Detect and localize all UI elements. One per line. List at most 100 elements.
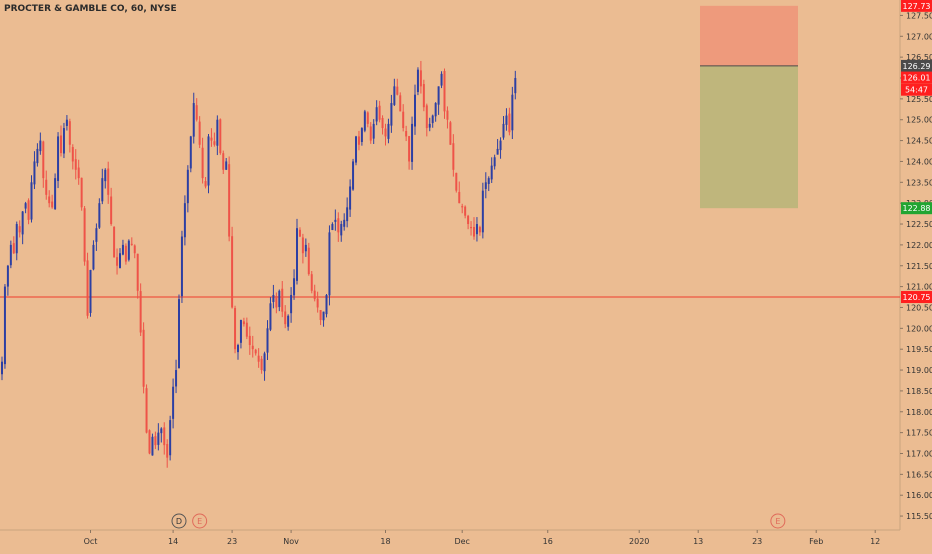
candle-body xyxy=(145,388,148,433)
candle-body xyxy=(428,123,431,128)
candle-body xyxy=(422,84,425,108)
candle-body xyxy=(160,428,163,434)
y-tick-label: 121.00 xyxy=(906,283,932,292)
stop-loss-zone[interactable] xyxy=(700,5,798,66)
candle-body xyxy=(60,135,62,154)
x-tick-label: 16 xyxy=(543,537,553,546)
x-tick-label: 12 xyxy=(870,537,880,546)
candle-body xyxy=(464,206,467,216)
candle-body xyxy=(301,237,304,254)
candle-body xyxy=(369,126,372,141)
candle-body xyxy=(254,349,257,354)
candle-body xyxy=(440,73,443,86)
candle-body xyxy=(287,315,290,327)
candle-body xyxy=(21,211,24,235)
price-label-box xyxy=(901,202,932,215)
candle-body xyxy=(110,196,113,225)
y-tick-label: 125.00 xyxy=(906,116,932,125)
candle-body xyxy=(68,121,71,145)
candle-body xyxy=(458,191,461,204)
earnings-marker-label: E xyxy=(775,517,780,526)
candle-body xyxy=(470,226,473,229)
y-tick-label: 120.50 xyxy=(906,303,932,312)
candle-body xyxy=(478,227,481,233)
candle-body xyxy=(352,161,355,190)
candle-body xyxy=(133,245,136,254)
candle-body xyxy=(98,203,101,228)
candle-body xyxy=(210,137,213,141)
y-tick-label: 118.50 xyxy=(906,387,932,396)
candle-body xyxy=(57,136,60,181)
candle-body xyxy=(201,147,204,179)
candle-body xyxy=(322,311,325,321)
candle-body xyxy=(437,86,440,105)
y-tick-label: 124.00 xyxy=(906,157,932,166)
candle-body xyxy=(366,112,369,124)
candle-body xyxy=(340,224,343,236)
candle-body xyxy=(334,219,337,222)
y-tick-label: 119.00 xyxy=(906,366,932,375)
y-tick-label: 117.50 xyxy=(906,429,932,438)
x-tick-label: Nov xyxy=(283,537,299,546)
candle-body xyxy=(393,86,396,105)
candle-body xyxy=(1,361,3,375)
candle-body xyxy=(310,274,313,291)
candle-body xyxy=(39,140,42,152)
candle-body xyxy=(461,206,464,208)
candle-body xyxy=(124,245,127,262)
candle-body xyxy=(251,345,254,350)
candle-body xyxy=(9,244,12,266)
candle-body xyxy=(278,290,281,308)
candle-body xyxy=(505,115,508,125)
candle-body xyxy=(154,436,157,446)
candle-body xyxy=(104,169,107,182)
candle-body xyxy=(284,311,287,325)
candle-body xyxy=(83,208,86,262)
x-tick-label: 14 xyxy=(168,537,178,546)
y-tick-label: 124.50 xyxy=(906,137,932,146)
candle-body xyxy=(431,115,434,124)
candle-body xyxy=(372,123,375,139)
candle-body xyxy=(316,298,319,308)
earnings-marker[interactable] xyxy=(192,513,208,529)
price-label-box xyxy=(901,0,932,12)
candle-body xyxy=(452,143,455,170)
candle-body xyxy=(222,153,225,170)
candle-body xyxy=(298,229,301,237)
candle-body xyxy=(425,105,428,129)
candle-body xyxy=(484,182,487,189)
candle-body xyxy=(293,278,296,296)
candle-body xyxy=(399,95,402,112)
candle-body xyxy=(166,444,169,458)
candle-body xyxy=(272,294,275,302)
candle-body xyxy=(3,286,6,365)
candle-body xyxy=(89,269,92,313)
candle-body xyxy=(405,131,408,137)
candle-body xyxy=(257,355,260,362)
candle-body xyxy=(493,157,496,167)
price-label-box xyxy=(901,59,932,72)
y-tick-label: 120.00 xyxy=(906,324,932,333)
y-tick-label: 116.50 xyxy=(906,470,932,479)
candle-body xyxy=(45,179,48,195)
y-tick-label: 122.00 xyxy=(906,241,932,250)
y-tick-label: 126.50 xyxy=(906,53,932,62)
candle-body xyxy=(92,244,95,270)
chart-title: PROCTER & GAMBLE CO, 60, NYSE xyxy=(4,4,177,14)
candle-body xyxy=(248,335,251,346)
candle-body xyxy=(95,228,98,242)
candle-body xyxy=(455,172,458,191)
dividend-marker[interactable] xyxy=(171,513,187,529)
candle-body xyxy=(86,260,89,316)
candle-body xyxy=(502,123,505,138)
candle-body xyxy=(163,427,166,446)
earnings-marker[interactable] xyxy=(770,513,786,529)
candle-body xyxy=(411,123,414,162)
candle-body xyxy=(77,167,80,179)
candle-body xyxy=(499,140,502,151)
take-profit-zone[interactable] xyxy=(700,65,798,209)
candle-body xyxy=(514,78,517,94)
candle-body xyxy=(186,169,189,204)
